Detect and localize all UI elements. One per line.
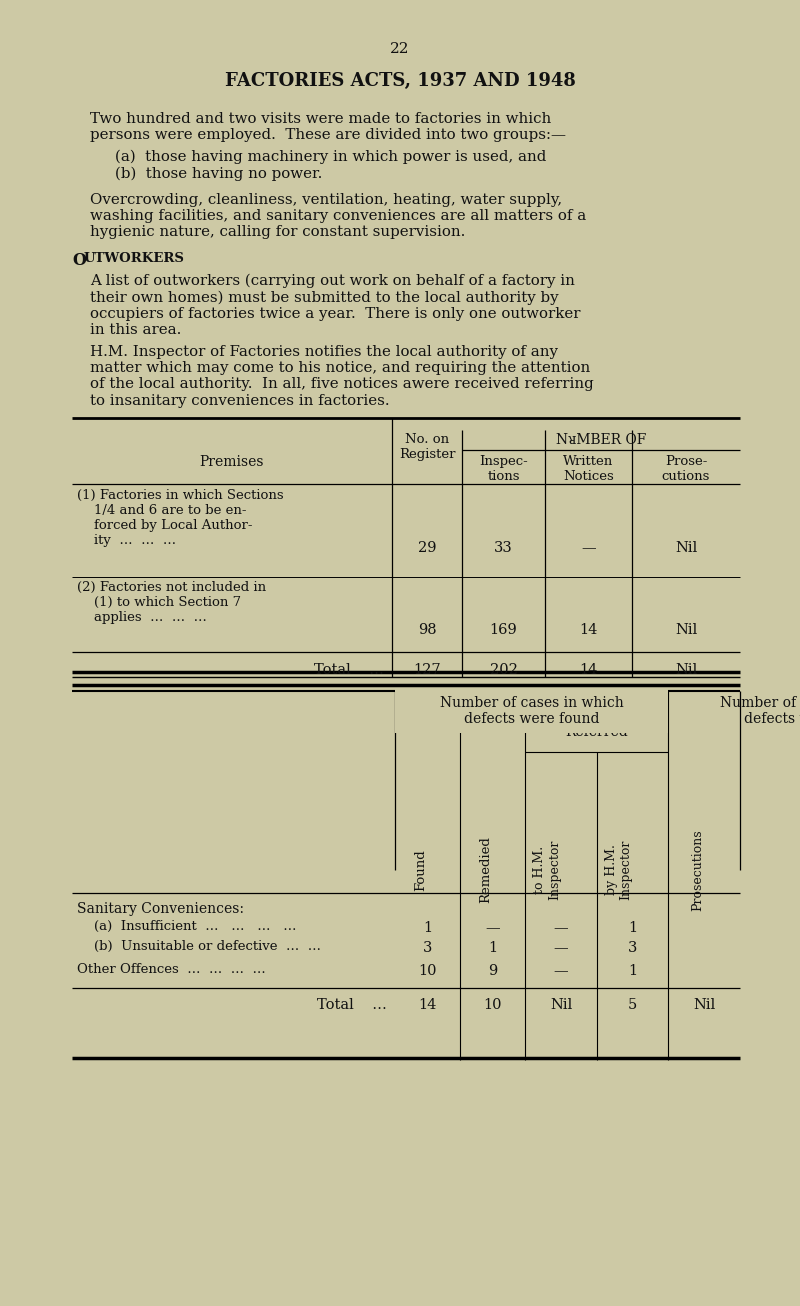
Text: Number of cases in which
defects were found: Number of cases in which defects were fo…	[440, 696, 623, 726]
Text: Other Offences  …  …  …  …: Other Offences … … … …	[77, 963, 266, 976]
Text: by H.M.
Inspector: by H.M. Inspector	[605, 840, 633, 900]
Text: 1: 1	[423, 921, 432, 935]
Text: Premises: Premises	[200, 454, 264, 469]
Text: Two hundred and two visits were made to factories in which
persons were employed: Two hundred and two visits were made to …	[90, 112, 566, 142]
Text: —: —	[485, 921, 500, 935]
Text: 9: 9	[488, 964, 497, 978]
Text: O: O	[72, 252, 86, 269]
Text: Written
Notices: Written Notices	[563, 454, 614, 483]
Text: (1) Factories in which Sections
    1/4 and 6 are to be en-
    forced by Local : (1) Factories in which Sections 1/4 and …	[77, 488, 284, 547]
Text: —: —	[554, 964, 568, 978]
Text: (b)  Unsuitable or defective  …  …: (b) Unsuitable or defective … …	[94, 940, 321, 953]
Text: (b)  those having no power.: (b) those having no power.	[115, 167, 322, 182]
Text: 14: 14	[579, 663, 598, 677]
Text: 22: 22	[390, 42, 410, 56]
Text: to H.M.
Inspector: to H.M. Inspector	[533, 840, 561, 900]
Text: Prose-
cutions: Prose- cutions	[662, 454, 710, 483]
Text: 5: 5	[628, 998, 637, 1012]
Text: 1: 1	[628, 964, 637, 978]
Text: 202: 202	[490, 663, 518, 677]
Text: 10: 10	[483, 998, 502, 1012]
Text: Overcrowding, cleanliness, ventilation, heating, water supply,
washing facilitie: Overcrowding, cleanliness, ventilation, …	[90, 193, 586, 239]
Text: —: —	[554, 942, 568, 955]
Text: H.M. Inspector of Factories notifies the local authority of any
matter which may: H.M. Inspector of Factories notifies the…	[90, 345, 594, 407]
Text: Nil: Nil	[675, 663, 697, 677]
Text: 14: 14	[418, 998, 437, 1012]
Text: 33: 33	[494, 541, 513, 555]
Text: Nil: Nil	[693, 998, 715, 1012]
Text: 1: 1	[628, 921, 637, 935]
Text: Remedied: Remedied	[479, 837, 493, 904]
Text: NᴚMBER OF: NᴚMBER OF	[556, 434, 646, 447]
Text: Number of cases in which
defects were found: Number of cases in which defects were fo…	[720, 696, 800, 726]
Text: 169: 169	[490, 623, 518, 637]
Text: Nil: Nil	[550, 998, 572, 1012]
Text: Nil: Nil	[675, 541, 697, 555]
Text: 1: 1	[488, 942, 497, 955]
Text: Inspec-
tions: Inspec- tions	[479, 454, 528, 483]
Bar	[395, 688, 668, 733]
Text: Total    …: Total …	[314, 663, 384, 677]
Text: No. on
Register: No. on Register	[398, 434, 455, 461]
Text: —: —	[554, 921, 568, 935]
Text: FACTORIES ACTS, 1937 AND 1948: FACTORIES ACTS, 1937 AND 1948	[225, 72, 575, 90]
Text: 3: 3	[628, 942, 637, 955]
Text: Prosecutions: Prosecutions	[691, 829, 704, 910]
Text: 14: 14	[579, 623, 598, 637]
Text: Nil: Nil	[675, 623, 697, 637]
Text: Sanitary Conveniences:: Sanitary Conveniences:	[77, 902, 244, 916]
Text: UTWORKERS: UTWORKERS	[84, 252, 185, 265]
Text: (2) Factories not included in
    (1) to which Section 7
    applies  …  …  …: (2) Factories not included in (1) to whi…	[77, 581, 266, 624]
Text: A list of outworkers (carrying out work on behalf of a factory in
their own home: A list of outworkers (carrying out work …	[90, 274, 581, 337]
Text: Found: Found	[414, 849, 427, 891]
Text: Referred: Referred	[565, 725, 628, 739]
Text: 10: 10	[418, 964, 437, 978]
Text: 3: 3	[423, 942, 432, 955]
Text: Total    …: Total …	[317, 998, 387, 1012]
Text: 127: 127	[413, 663, 441, 677]
Text: 29: 29	[418, 541, 436, 555]
Text: —: —	[581, 541, 596, 555]
Text: (a)  those having machinery in which power is used, and: (a) those having machinery in which powe…	[115, 150, 546, 165]
Text: (a)  Insufficient  …   …   …   …: (a) Insufficient … … … …	[94, 919, 297, 932]
Text: 98: 98	[418, 623, 436, 637]
